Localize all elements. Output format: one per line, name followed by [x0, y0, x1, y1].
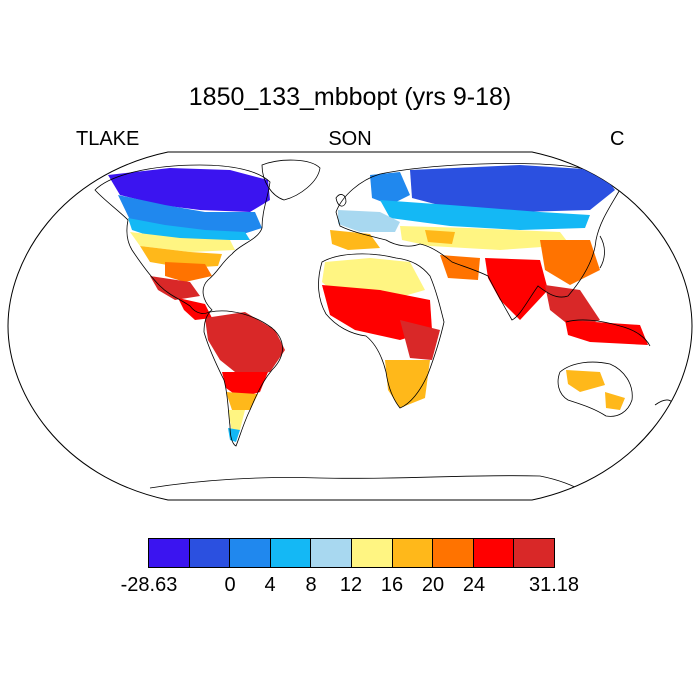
region-australia-north — [566, 370, 605, 392]
colorbar-label: 12 — [339, 574, 363, 596]
coast-japan — [599, 235, 605, 269]
units-label: C — [610, 128, 625, 150]
colorbar-box-9 — [473, 539, 515, 567]
region-middle-east — [440, 255, 480, 280]
region-canada-arctic — [108, 168, 270, 212]
colorbar-box-1 — [149, 539, 190, 567]
colorbar-label: 0 — [224, 574, 236, 596]
region-usa-north — [130, 232, 235, 252]
coast-antarctica — [149, 475, 581, 491]
region-australia-south — [605, 392, 625, 410]
colorbar-label: 4 — [264, 574, 276, 596]
region-south-america-lower — [226, 392, 258, 410]
region-europe — [338, 210, 400, 232]
colorbar-box-2 — [189, 539, 231, 567]
colorbar-box-7 — [392, 539, 434, 567]
region-southeast-asia — [545, 285, 600, 330]
region-scandinavia — [370, 172, 410, 205]
coast-eurasia — [335, 163, 623, 321]
region-indonesia — [565, 320, 648, 345]
region-south-america-mid — [222, 372, 268, 398]
colorbar-box-10 — [514, 539, 554, 567]
colorbar — [148, 538, 555, 568]
region-usa-mid — [140, 246, 222, 268]
coast-south-america — [203, 310, 283, 447]
region-china — [540, 240, 600, 285]
colorbar-box-5 — [311, 539, 352, 567]
variable-label: TLAKE — [76, 128, 140, 150]
coast-uk — [335, 194, 347, 207]
coast-australia — [557, 361, 633, 417]
colorbar-box-8 — [433, 539, 474, 567]
colorbar-box-4 — [270, 539, 312, 567]
region-russia-mid — [380, 200, 590, 230]
region-turkey — [425, 230, 455, 244]
region-southern-africa — [385, 360, 430, 408]
region-mexico — [150, 276, 200, 300]
coast-greenland — [261, 159, 321, 201]
coast-north-america — [94, 164, 271, 314]
region-siberia — [410, 165, 615, 212]
coast-new-zealand — [654, 399, 673, 406]
region-usa-south — [165, 262, 212, 282]
colorbar-label: 31.18 — [528, 574, 580, 596]
colorbar-box-6 — [351, 539, 393, 567]
temperature-field — [108, 165, 648, 442]
region-south-america-north — [205, 312, 285, 376]
region-east-africa — [400, 320, 440, 360]
coast-africa — [318, 253, 445, 409]
region-south-america-south — [228, 410, 245, 432]
season-label: SON — [328, 128, 372, 150]
colorbar-label: 20 — [421, 574, 445, 596]
colorbar-label: -28.63 — [120, 574, 178, 596]
region-india — [485, 258, 548, 320]
colorbar-label: 8 — [305, 574, 317, 596]
region-canada-south — [128, 218, 250, 240]
colorbar-label: 16 — [380, 574, 404, 596]
colorbar-box-3 — [230, 539, 271, 567]
map-title: 1850_133_mbbopt (yrs 9-18) — [188, 83, 512, 111]
coast-indonesia — [565, 319, 651, 347]
colorbar-label: 24 — [462, 574, 486, 596]
coastlines — [94, 159, 673, 491]
